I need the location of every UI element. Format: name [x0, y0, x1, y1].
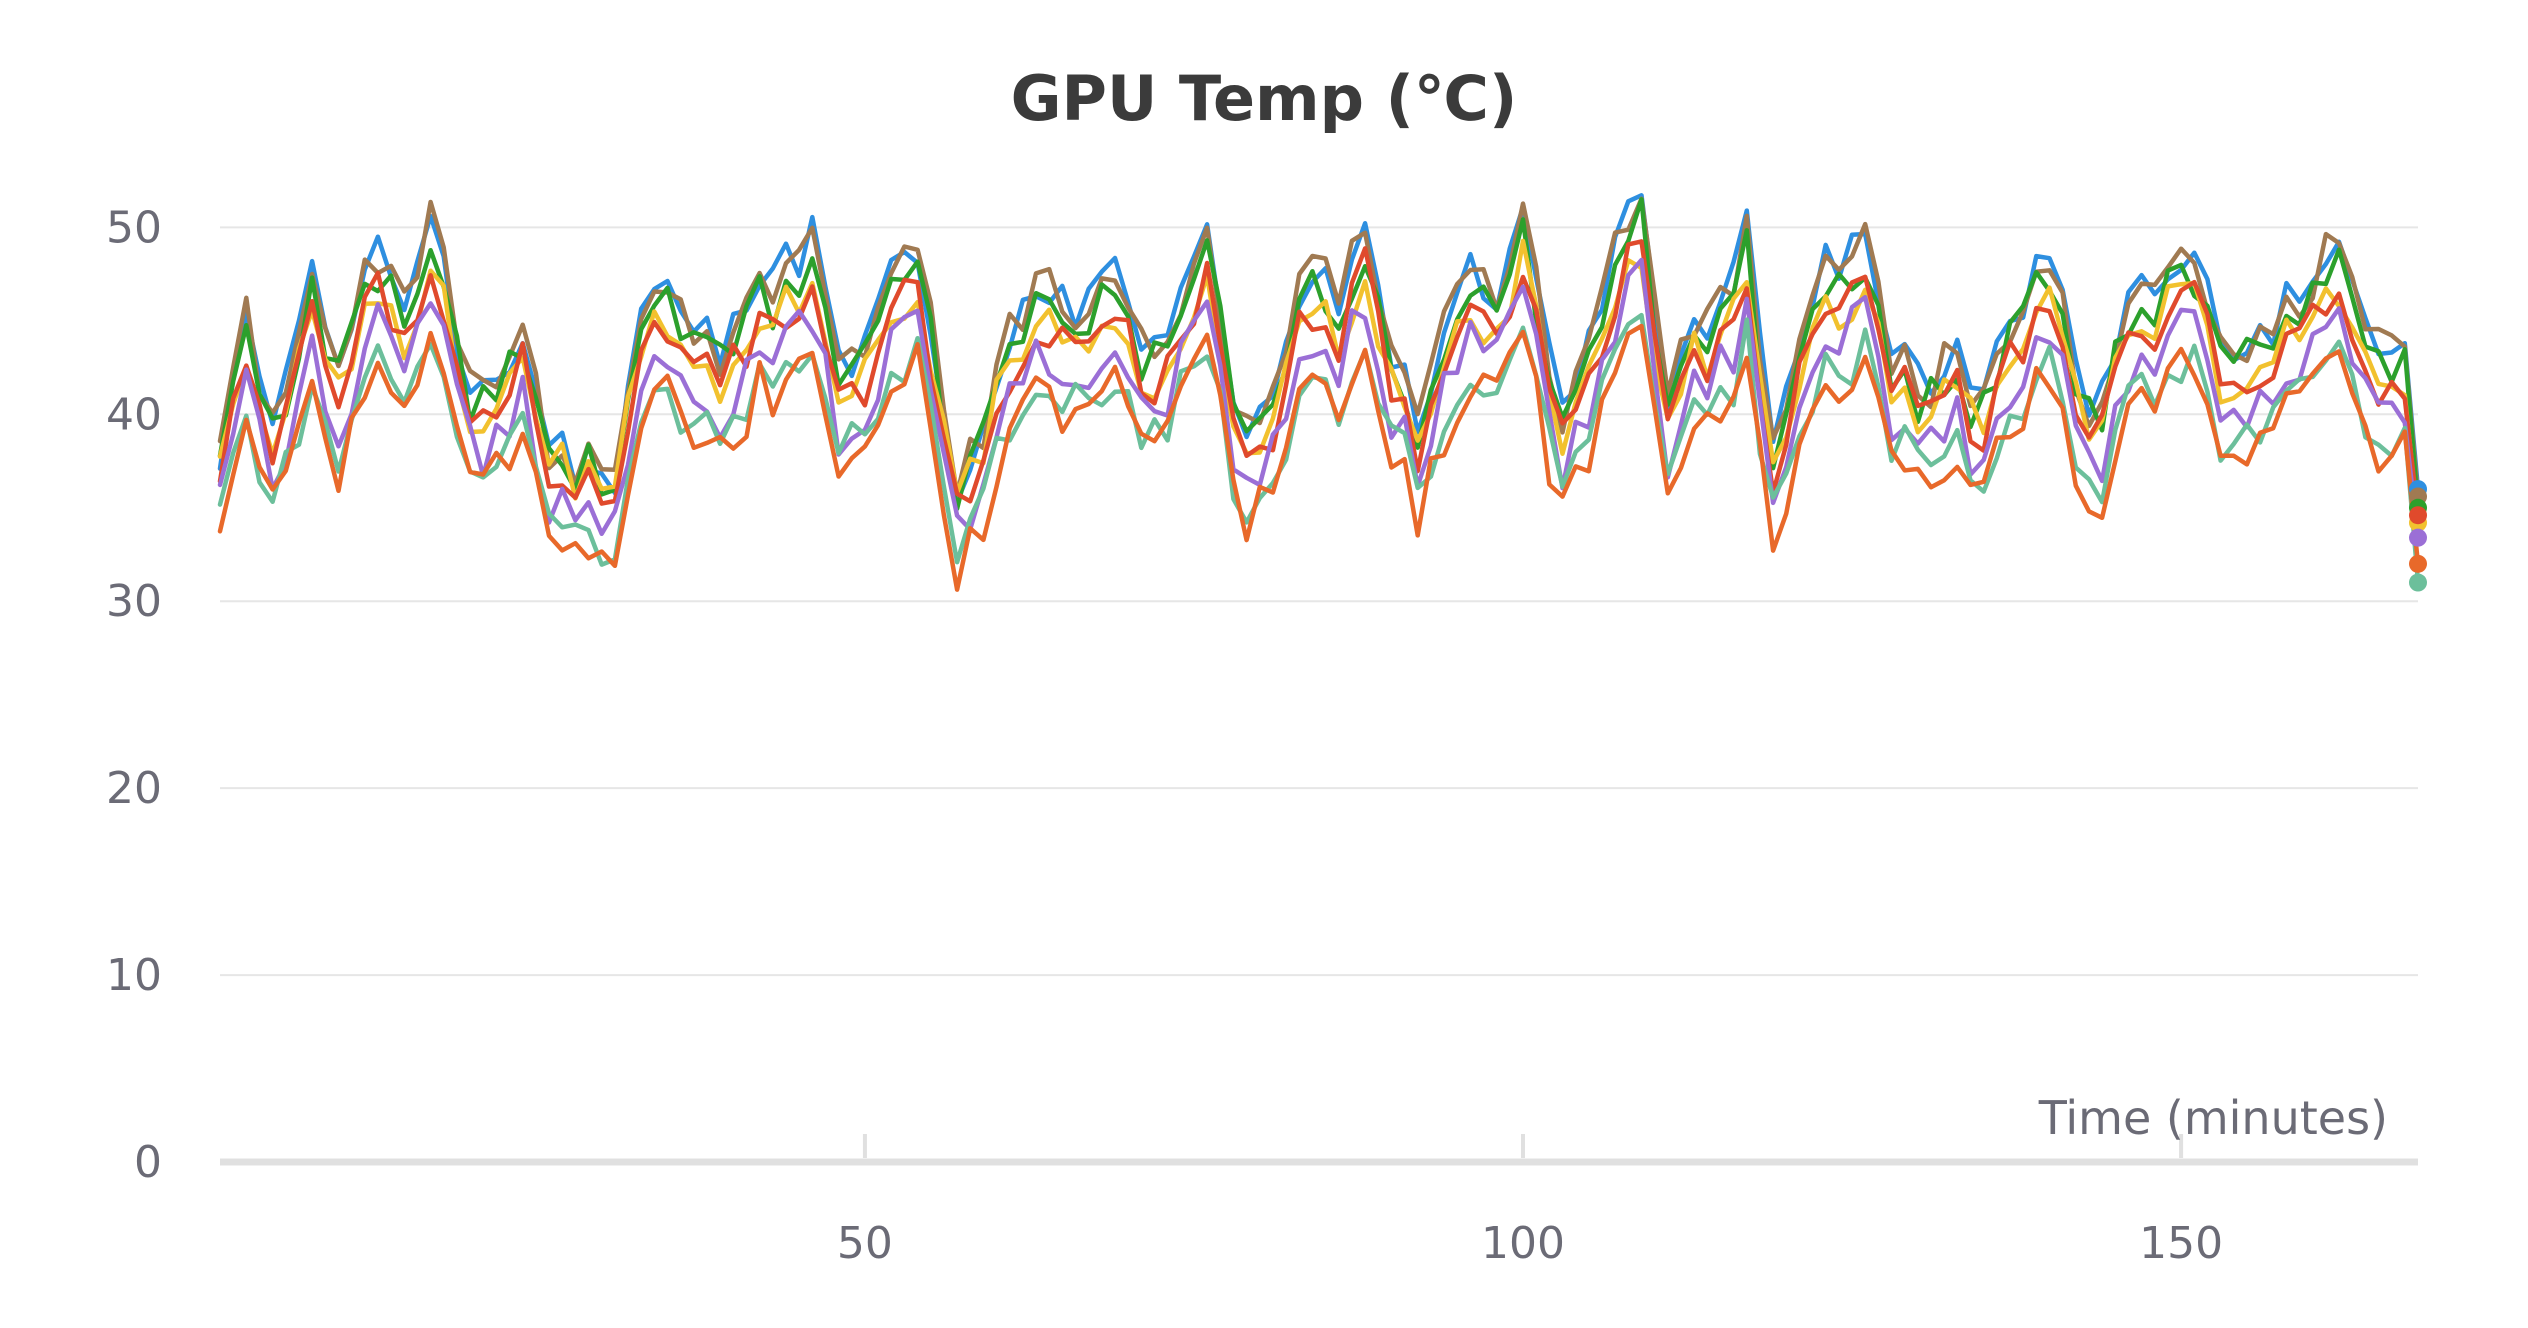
- y-tick-label-30: 30: [106, 576, 162, 627]
- series-line-4: [217, 238, 2421, 525]
- series-line-8: [217, 323, 2421, 592]
- x-tick-label-50: 50: [837, 1218, 893, 1269]
- x-tick-label-150: 150: [2139, 1218, 2223, 1269]
- y-tick-label-0: 0: [134, 1137, 162, 1188]
- x-axis-label: Time (minutes): [2038, 1091, 2388, 1145]
- series-end-marker-6: [2409, 528, 2427, 547]
- series-end-marker-7: [2409, 573, 2427, 592]
- grid-layer: [220, 226, 2418, 977]
- y-tick-label-10: 10: [106, 950, 162, 1001]
- series-line-6: [217, 257, 2421, 540]
- marker-layer: [2409, 480, 2427, 592]
- y-tick-label-50: 50: [106, 202, 162, 253]
- axis-layer: 0 10 20 30 40 50 50 100 150: [106, 202, 2418, 1269]
- series-end-marker-5: [2409, 506, 2427, 525]
- series-layer: [217, 193, 2421, 592]
- series-end-marker-8: [2409, 554, 2427, 573]
- x-tick-label-100: 100: [1481, 1218, 1565, 1269]
- y-tick-label-40: 40: [106, 389, 162, 440]
- chart-title: GPU Temp (℃): [1010, 62, 1518, 135]
- y-tick-label-20: 20: [106, 763, 162, 814]
- series-line-5: [217, 239, 2421, 518]
